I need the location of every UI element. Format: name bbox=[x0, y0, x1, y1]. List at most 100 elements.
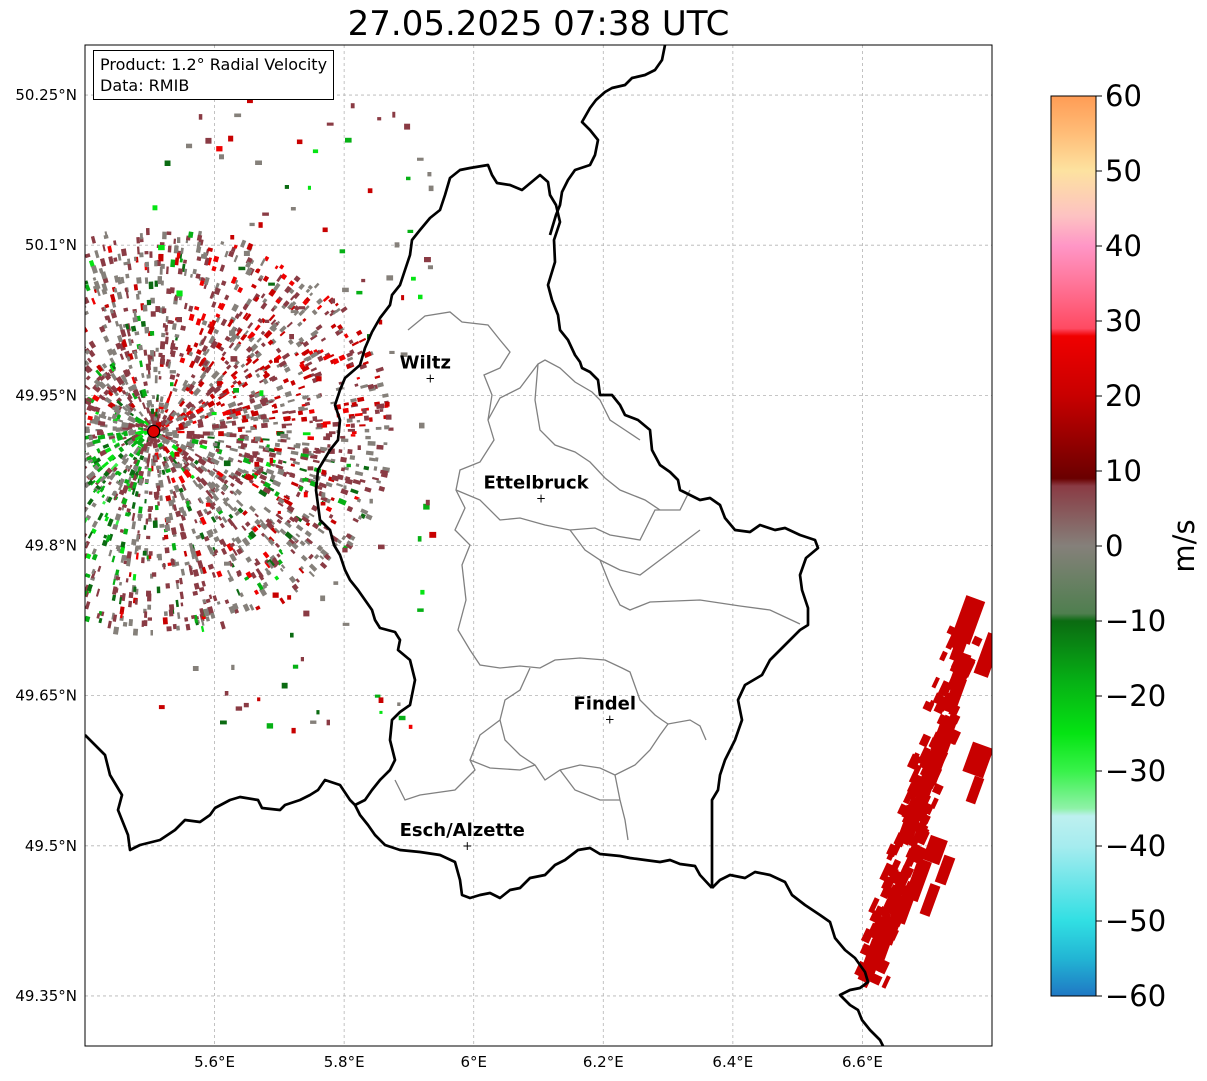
echo-pixel bbox=[124, 411, 130, 417]
echo-pixel bbox=[212, 595, 218, 602]
echo-pixel bbox=[102, 443, 110, 449]
echo-pixel bbox=[58, 602, 64, 609]
echo-pixel bbox=[232, 474, 241, 482]
echo-pixel bbox=[113, 443, 120, 448]
echo-pixel bbox=[250, 427, 256, 430]
echo-pixel bbox=[146, 267, 150, 273]
echo-pixel bbox=[123, 478, 130, 485]
echo-pixel bbox=[153, 366, 158, 373]
echo-pixel bbox=[342, 622, 350, 626]
echo-pixel bbox=[965, 775, 985, 805]
echo-pixel bbox=[124, 288, 128, 292]
echo-pixel bbox=[122, 427, 131, 430]
echo-pixel bbox=[270, 527, 278, 534]
echo-pixel bbox=[28, 406, 33, 411]
echo-pixel bbox=[317, 527, 325, 534]
echo-pixel bbox=[243, 452, 251, 459]
echo-pixel bbox=[376, 403, 385, 410]
echo-pixel bbox=[860, 928, 875, 944]
echo-pixel bbox=[150, 349, 155, 356]
echo-pixel bbox=[157, 501, 160, 506]
echo-pixel bbox=[169, 374, 176, 380]
echo-pixel bbox=[7, 454, 11, 459]
colorbar-tick-label: −40 bbox=[1105, 829, 1166, 863]
echo-pixel bbox=[36, 370, 41, 375]
data-source-label: Data: RMIB bbox=[100, 76, 190, 95]
radar-velocity-echoes bbox=[0, 90, 992, 989]
echo-pixel bbox=[90, 570, 97, 579]
echo-pixel bbox=[922, 834, 948, 866]
echo-pixel bbox=[145, 363, 152, 371]
echo-pixel bbox=[150, 630, 153, 636]
echo-pixel bbox=[315, 426, 323, 430]
echo-pixel bbox=[312, 416, 318, 422]
echo-pixel bbox=[354, 470, 364, 477]
echo-pixel bbox=[215, 448, 220, 453]
echo-pixel bbox=[38, 496, 43, 501]
echo-pixel bbox=[217, 374, 225, 382]
echo-pixel bbox=[332, 358, 340, 365]
echo-pixel bbox=[349, 455, 356, 461]
echo-pixel bbox=[12, 407, 17, 413]
echo-pixel bbox=[169, 416, 175, 422]
echo-pixel bbox=[233, 363, 239, 370]
echo-pixel bbox=[98, 381, 107, 390]
echo-pixel bbox=[175, 415, 183, 422]
echo-pixel bbox=[311, 504, 319, 512]
echo-pixel bbox=[215, 315, 221, 323]
echo-pixel bbox=[144, 611, 148, 618]
echo-pixel bbox=[14, 566, 21, 573]
echo-pixel bbox=[152, 520, 158, 528]
echo-pixel bbox=[69, 325, 75, 330]
echo-pixel bbox=[126, 396, 133, 404]
echo-pixel bbox=[19, 516, 26, 523]
echo-pixel bbox=[119, 545, 126, 554]
echo-pixel bbox=[232, 375, 238, 380]
echo-pixel bbox=[19, 300, 25, 306]
echo-pixel bbox=[39, 589, 44, 594]
echo-pixel bbox=[120, 554, 125, 564]
echo-pixel bbox=[244, 330, 249, 336]
echo-pixel bbox=[292, 664, 299, 669]
echo-pixel bbox=[263, 581, 269, 588]
echo-pixel bbox=[0, 305, 6, 312]
echo-pixel bbox=[204, 415, 209, 419]
echo-pixel bbox=[137, 530, 140, 534]
echo-pixel bbox=[242, 415, 247, 420]
echo-pixel bbox=[97, 435, 104, 440]
echo-pixel bbox=[158, 705, 165, 710]
echo-pixel bbox=[254, 351, 263, 359]
echo-pixel bbox=[128, 475, 132, 481]
echo-pixel bbox=[139, 422, 145, 428]
echo-pixel bbox=[279, 325, 287, 333]
echo-pixel bbox=[121, 405, 129, 412]
echo-pixel bbox=[184, 617, 189, 622]
echo-pixel bbox=[145, 518, 149, 525]
echo-pixel bbox=[15, 351, 22, 358]
echo-pixel bbox=[19, 334, 24, 340]
echo-pixel bbox=[269, 462, 275, 467]
echo-pixel bbox=[324, 310, 330, 316]
echo-pixel bbox=[91, 553, 98, 561]
echo-pixel bbox=[110, 372, 118, 382]
echo-pixel bbox=[4, 406, 10, 410]
echo-pixel bbox=[36, 528, 41, 533]
echo-pixel bbox=[356, 376, 361, 380]
echo-pixel bbox=[250, 416, 255, 421]
city-label: Ettelbruck bbox=[484, 472, 590, 493]
echo-pixel bbox=[193, 342, 199, 348]
echo-pixel bbox=[358, 337, 367, 343]
echo-pixel bbox=[291, 542, 299, 550]
echo-pixel bbox=[1, 557, 8, 564]
echo-pixel bbox=[237, 459, 243, 464]
echo-pixel bbox=[146, 402, 151, 408]
echo-pixel bbox=[107, 518, 114, 527]
echo-pixel bbox=[220, 280, 227, 287]
echo-pixel bbox=[102, 244, 106, 252]
echo-pixel bbox=[344, 476, 351, 482]
echo-pixel bbox=[124, 403, 132, 411]
echo-pixel bbox=[299, 360, 305, 365]
echo-pixel bbox=[315, 449, 321, 454]
echo-pixel bbox=[316, 297, 324, 305]
